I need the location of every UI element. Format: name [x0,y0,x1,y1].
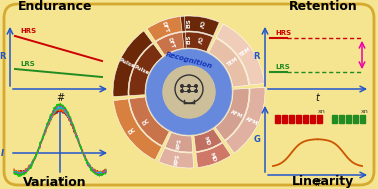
Wedge shape [113,31,153,97]
Text: AFM: AFM [229,109,243,119]
Text: AFM: AFM [244,116,259,126]
Bar [353,115,358,123]
Text: TEM: TEM [226,56,239,67]
Wedge shape [194,129,222,152]
Circle shape [181,90,183,92]
Text: LRS: LRS [20,61,35,67]
Text: xn: xn [361,109,369,114]
Text: DC: DC [127,127,137,136]
Bar [282,115,287,123]
Text: R: R [254,52,260,61]
Wedge shape [146,49,232,135]
Bar [303,115,308,123]
Text: LRS: LRS [275,64,290,70]
Text: MD: MD [203,136,211,147]
Text: Pulse: Pulse [118,57,135,69]
Text: CV: CV [198,19,204,29]
Wedge shape [216,24,265,85]
Text: MD: MD [209,151,217,162]
Wedge shape [159,16,219,36]
Text: EIS: EIS [186,18,192,28]
Text: Linearity: Linearity [292,176,354,188]
Text: TEM: TEM [239,47,252,58]
Text: CV: CV [195,36,201,45]
Bar [346,115,351,123]
Text: DFT: DFT [161,21,170,34]
Bar [275,115,280,123]
Wedge shape [159,148,194,168]
Text: Endurance: Endurance [18,0,92,12]
Wedge shape [185,32,213,52]
Text: Pulse: Pulse [133,64,150,76]
Bar [296,115,301,123]
Text: XPS: XPS [174,153,181,167]
Circle shape [181,85,183,87]
Text: V: V [57,177,63,185]
Wedge shape [129,44,163,96]
Text: DFT: DFT [167,36,175,49]
Wedge shape [156,32,184,55]
Text: Recognition: Recognition [165,51,213,70]
Text: R: R [0,52,6,61]
Wedge shape [129,97,169,146]
Text: #: # [313,178,322,188]
Text: EIS: EIS [186,35,192,44]
Text: I: I [0,149,3,157]
Text: Variation: Variation [23,176,87,188]
Text: t: t [316,93,319,103]
FancyBboxPatch shape [4,4,374,185]
Circle shape [195,90,197,92]
Bar [317,115,322,123]
Wedge shape [165,132,193,152]
Bar [339,115,344,123]
Circle shape [163,66,215,118]
Text: HRS: HRS [20,28,36,34]
Text: XPS: XPS [177,138,183,150]
Wedge shape [184,16,219,36]
Wedge shape [225,87,265,153]
Circle shape [188,85,190,87]
Bar [332,115,337,123]
Text: #: # [56,93,64,103]
Text: HRS: HRS [275,30,291,36]
Text: Retention: Retention [289,0,357,12]
Text: G: G [254,135,260,143]
Wedge shape [215,88,249,140]
Wedge shape [147,16,182,41]
Circle shape [195,85,197,87]
Wedge shape [165,32,213,52]
Wedge shape [209,38,249,87]
Bar [360,115,365,123]
Bar [289,115,294,123]
Text: DC: DC [141,118,151,126]
Text: xn: xn [318,109,326,114]
Wedge shape [196,143,231,167]
Wedge shape [113,99,162,160]
Bar [310,115,315,123]
Circle shape [188,90,190,92]
